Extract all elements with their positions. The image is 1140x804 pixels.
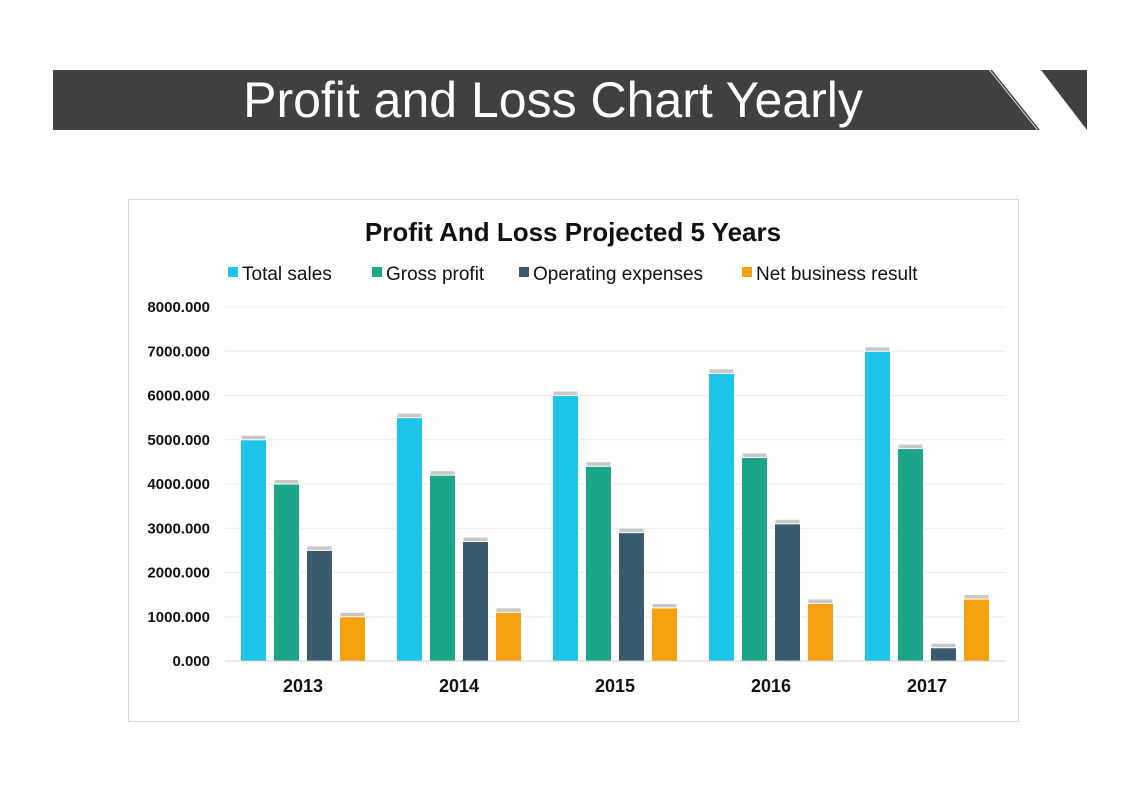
- legend-label: Net business result: [756, 264, 918, 285]
- y-tick-label: 1000.000: [147, 609, 210, 626]
- legend-label: Total sales: [242, 264, 332, 285]
- bar-layer: [240, 347, 990, 662]
- x-tick-label: 2016: [751, 676, 791, 696]
- bar: [963, 598, 990, 662]
- y-tick-label: 7000.000: [147, 343, 210, 360]
- y-tick-label: 2000.000: [147, 565, 210, 582]
- x-tick-label: 2014: [439, 676, 479, 696]
- y-tick-label: 3000.000: [147, 520, 210, 537]
- bar: [807, 602, 834, 662]
- bar: [273, 483, 300, 662]
- bar: [618, 532, 645, 662]
- y-tick-label: 6000.000: [147, 388, 210, 405]
- bar: [306, 549, 333, 662]
- bar: [462, 541, 489, 662]
- bar: [708, 372, 735, 662]
- bar-shadow: [496, 608, 521, 613]
- chart-title: Profit And Loss Projected 5 Years: [365, 217, 781, 247]
- bar-shadow: [340, 612, 365, 617]
- bar: [651, 607, 678, 662]
- title-banner: [53, 69, 1087, 131]
- bar-shadow: [307, 546, 332, 551]
- bar: [774, 523, 801, 662]
- title-banner-corner: [1041, 70, 1087, 130]
- bar-shadow: [865, 347, 890, 352]
- bar: [396, 417, 423, 662]
- bar: [552, 395, 579, 662]
- bar-shadow: [586, 462, 611, 467]
- y-tick-label: 8000.000: [147, 299, 210, 316]
- bar-shadow: [274, 480, 299, 484]
- bar-shadow: [898, 444, 923, 449]
- bar-shadow: [430, 471, 455, 476]
- bar-shadow: [553, 391, 578, 396]
- bar-shadow: [709, 369, 734, 374]
- legend-label: Gross profit: [386, 264, 485, 285]
- legend-swatch: [742, 267, 752, 277]
- bar: [930, 647, 957, 662]
- x-tick-label: 2013: [283, 676, 323, 696]
- bar-shadow: [619, 528, 644, 533]
- legend-swatch: [519, 267, 529, 277]
- title-banner-bar: [53, 70, 1037, 130]
- legend: Total sales Gross profit Operating expense…: [228, 264, 918, 285]
- slide-title: Profit and Loss Chart Yearly: [243, 72, 863, 128]
- chart-frame: 0.000 1000.000 2000.000 3000.000 4000.000 500…: [128, 199, 1019, 722]
- x-tick-label: 2015: [595, 676, 635, 696]
- bar-shadow: [241, 435, 266, 440]
- x-tick-label: 2017: [907, 676, 947, 696]
- bar: [495, 611, 522, 662]
- y-tick-label: 4000.000: [147, 476, 210, 493]
- bar-shadow: [964, 595, 989, 600]
- chart: 0.000 1000.000 2000.000 3000.000 4000.000 500…: [147, 217, 1005, 696]
- bar-shadow: [652, 603, 677, 608]
- bar: [339, 616, 366, 662]
- y-tick-label: 5000.000: [147, 432, 210, 449]
- axis-layer: 0.000 1000.000 2000.000 3000.000 4000.000 500…: [147, 299, 1005, 696]
- bar: [585, 465, 612, 662]
- title-banner-accent-line: [990, 69, 1040, 131]
- y-tick-label: 0.000: [172, 653, 210, 670]
- bar: [240, 439, 267, 662]
- bar-shadow: [742, 453, 767, 458]
- bar-shadow: [931, 643, 956, 648]
- legend-swatch: [228, 267, 238, 277]
- bar-shadow: [463, 537, 488, 542]
- legend-swatch: [372, 267, 382, 277]
- legend-label: Operating expenses: [533, 264, 703, 285]
- bar: [429, 474, 456, 662]
- bar: [864, 350, 891, 662]
- bar-shadow: [775, 519, 800, 524]
- bar-shadow: [808, 599, 833, 604]
- bar: [741, 456, 768, 662]
- bar: [897, 448, 924, 662]
- bar-shadow: [397, 413, 422, 418]
